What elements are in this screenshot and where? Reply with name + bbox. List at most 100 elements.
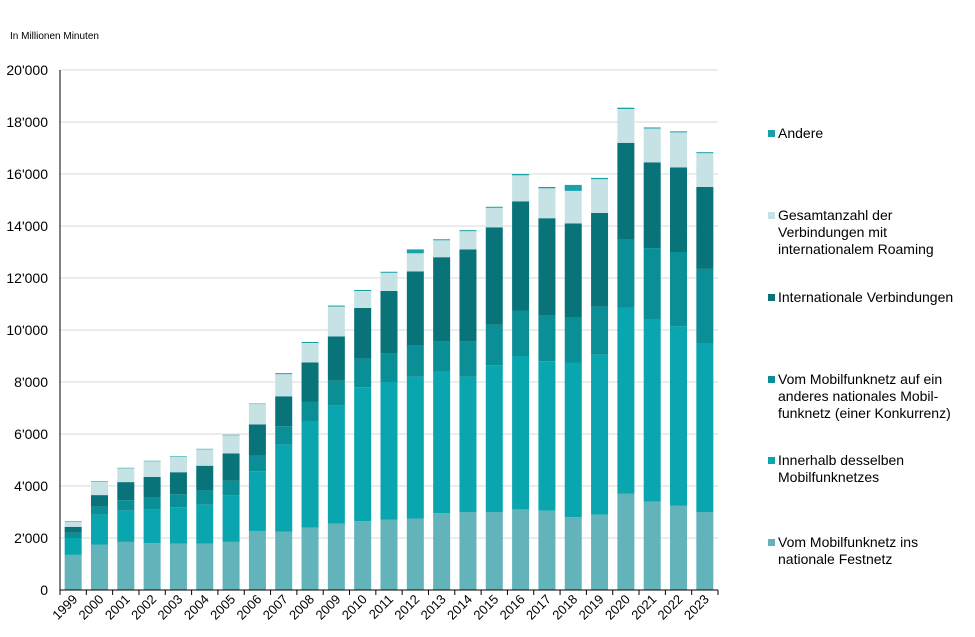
bar-segment-2017-series-1 — [538, 361, 556, 511]
x-tick-label: 2013 — [418, 592, 449, 623]
bar-segment-2001-series-2 — [117, 500, 135, 511]
bar-segment-2003-series-0 — [169, 543, 187, 590]
legend-swatch — [768, 539, 775, 546]
bar-segment-2002-series-5 — [143, 460, 161, 462]
bar-segment-2015-series-0 — [485, 512, 503, 590]
x-tick-label: 2021 — [628, 592, 659, 623]
bar-segment-2007-series-3 — [275, 396, 293, 427]
y-tick-label: 12'000 — [6, 270, 48, 286]
bar-segment-2004-series-0 — [196, 543, 214, 590]
bar-segment-2019-series-1 — [591, 354, 609, 515]
x-tick-label: 2007 — [260, 592, 291, 623]
bar-segment-2023-series-0 — [696, 512, 714, 590]
bar-segment-2004-series-2 — [196, 490, 214, 505]
bar-segment-2011-series-1 — [380, 382, 398, 520]
bar-segment-2010-series-4 — [354, 291, 372, 308]
bar-segment-2016-series-1 — [512, 356, 530, 510]
bar-segment-2004-series-5 — [196, 448, 214, 450]
bar-segment-2017-series-4 — [538, 188, 556, 219]
y-tick-label: 14'000 — [6, 218, 48, 234]
bar-segment-2014-series-3 — [459, 249, 477, 342]
bar-segment-2018-series-5 — [564, 184, 582, 191]
y-tick-label: 20'000 — [6, 62, 48, 78]
bar-segment-2009-series-5 — [327, 305, 345, 307]
bar-segment-2023-series-3 — [696, 187, 714, 269]
bar-segment-2007-series-5 — [275, 373, 293, 375]
bar-segment-2016-series-5 — [512, 174, 530, 176]
bar-segment-1999-series-3 — [64, 526, 82, 533]
bar-segment-2008-series-5 — [301, 341, 319, 343]
bar-segment-2006-series-4 — [248, 404, 266, 425]
bar-segment-2020-series-5 — [617, 107, 635, 109]
bar-segment-1999-series-5 — [64, 521, 82, 522]
bar-segment-2014-series-5 — [459, 230, 477, 232]
bar-segment-2008-series-1 — [301, 421, 319, 528]
bar-segment-2013-series-0 — [433, 513, 451, 590]
x-tick-label: 2010 — [339, 592, 370, 623]
bar-segment-2007-series-1 — [275, 444, 293, 532]
bar-segment-2013-series-4 — [433, 240, 451, 258]
bar-segment-2003-series-4 — [169, 456, 187, 473]
bar-segment-2001-series-4 — [117, 468, 135, 483]
y-tick-label: 4'000 — [14, 478, 48, 494]
bar-segment-2007-series-4 — [275, 374, 293, 397]
bar-segment-2021-series-2 — [643, 248, 661, 320]
x-tick-label: 2009 — [312, 592, 343, 623]
bar-segment-2023-series-5 — [696, 152, 714, 154]
bar-segment-2023-series-1 — [696, 343, 714, 512]
x-tick-label: 2003 — [154, 592, 185, 623]
bar-segment-2021-series-4 — [643, 128, 661, 163]
bar-segment-2009-series-3 — [327, 336, 345, 381]
bar-segment-2008-series-3 — [301, 362, 319, 402]
bar-segment-2004-series-1 — [196, 504, 214, 544]
bar-segment-2019-series-2 — [591, 306, 609, 355]
x-tick-label: 2008 — [286, 592, 317, 623]
bar-segment-2018-series-0 — [564, 517, 582, 590]
bar-segment-2009-series-4 — [327, 306, 345, 337]
bar-segment-2013-series-5 — [433, 239, 451, 241]
bar-segment-2017-series-3 — [538, 218, 556, 316]
bar-segment-2001-series-5 — [117, 467, 135, 469]
legend-label: Vom Mobilfunknetz auf ein anderes nation… — [778, 371, 951, 421]
bar-segment-2017-series-5 — [538, 187, 556, 189]
bar-segment-2011-series-0 — [380, 519, 398, 590]
y-tick-label: 18'000 — [6, 114, 48, 130]
x-tick-label: 2018 — [549, 592, 580, 623]
bar-segment-2015-series-4 — [485, 207, 503, 228]
x-tick-label: 2001 — [102, 592, 133, 623]
bar-segment-2005-series-5 — [222, 434, 240, 436]
bar-segment-2008-series-4 — [301, 343, 319, 363]
bar-segment-2000-series-5 — [90, 481, 108, 482]
legend-swatch — [768, 212, 775, 219]
bar-segment-2022-series-2 — [670, 252, 688, 327]
bar-segment-2011-series-3 — [380, 291, 398, 354]
x-tick-label: 2020 — [602, 592, 633, 623]
legend-label: Vom Mobilfunknetz ins nationale Festnetz — [778, 534, 919, 567]
bar-segment-2015-series-2 — [485, 324, 503, 366]
bar-segment-2005-series-1 — [222, 495, 240, 542]
bar-segment-2012-series-4 — [406, 253, 424, 272]
bar-segment-2011-series-4 — [380, 272, 398, 291]
bar-segment-2002-series-4 — [143, 461, 161, 477]
bar-segment-2012-series-5 — [406, 249, 424, 254]
x-tick-label: 2011 — [366, 592, 396, 622]
bar-segment-2011-series-2 — [380, 353, 398, 382]
bar-segment-2022-series-4 — [670, 132, 688, 168]
bar-segment-2016-series-2 — [512, 310, 530, 356]
bar-segment-2010-series-2 — [354, 358, 372, 388]
x-tick-label: 2017 — [523, 592, 554, 623]
legend-label: Gesamtanzahl der Verbindungen mit intern… — [778, 207, 934, 257]
bar-segment-2006-series-1 — [248, 471, 266, 531]
bar-segment-2004-series-4 — [196, 449, 214, 466]
bar-segment-2014-series-1 — [459, 376, 477, 512]
bar-segment-2020-series-1 — [617, 307, 635, 494]
bar-segment-2022-series-0 — [670, 505, 688, 590]
bar-segment-2002-series-3 — [143, 476, 161, 498]
bar-segment-2013-series-3 — [433, 257, 451, 342]
x-tick-label: 2012 — [391, 592, 422, 623]
bar-segment-2014-series-2 — [459, 341, 477, 377]
bar-segment-2010-series-3 — [354, 307, 372, 359]
x-tick-label: 2016 — [497, 592, 528, 623]
bar-segment-2022-series-3 — [670, 167, 688, 252]
